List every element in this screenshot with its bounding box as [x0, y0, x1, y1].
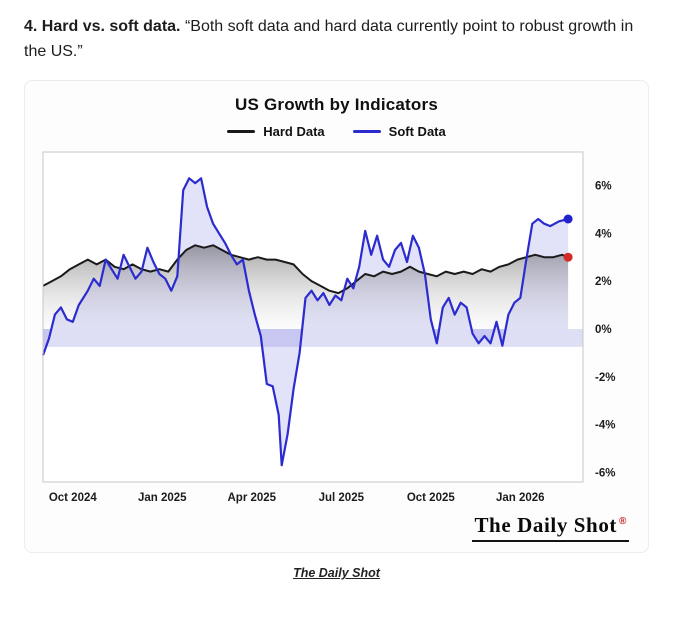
legend-label-hard: Hard Data	[263, 124, 325, 139]
intro-heading: 4. Hard vs. soft data.	[24, 18, 181, 35]
y-tick-label: -2%	[595, 372, 615, 384]
x-tick-label: Apr 2025	[228, 492, 277, 504]
chart-title: US Growth by Indicators	[235, 95, 438, 114]
daily-shot-logo: The Daily Shot ®	[472, 513, 629, 542]
legend-swatch-hard	[227, 130, 256, 133]
legend-label-soft: Soft Data	[388, 124, 446, 139]
y-tick-label: 0%	[595, 324, 612, 336]
chart-legend: Hard Data Soft Data	[42, 124, 631, 139]
x-tick-label: Oct 2025	[407, 492, 456, 504]
zero-band	[43, 329, 583, 347]
x-tick-label: Oct 2024	[49, 492, 98, 504]
hard-data-line	[42, 244, 569, 295]
y-tick-label: 4%	[595, 228, 612, 240]
legend-item-soft-data: Soft Data	[352, 124, 446, 139]
hard-end-dot	[563, 252, 573, 262]
intro-quote: “Both soft data and hard data currently …	[24, 18, 634, 60]
soft-end-dot	[563, 214, 573, 224]
plot-border	[42, 151, 584, 483]
footer: The Daily Shot	[0, 566, 673, 580]
y-tick-label: 6%	[595, 181, 612, 193]
soft-data-line	[42, 177, 569, 467]
intro-paragraph: 4. Hard vs. soft data. “Both soft data a…	[24, 14, 649, 64]
logo-row: The Daily Shot ®	[42, 513, 631, 542]
logo-text: The Daily Shot	[474, 513, 618, 537]
x-tick-label: Jan 2025	[138, 492, 187, 504]
y-tick-label: -6%	[595, 467, 615, 479]
daily-shot-link[interactable]: The Daily Shot	[293, 566, 380, 580]
x-tick-label: Jan 2026	[496, 492, 545, 504]
y-tick-label: -4%	[595, 420, 615, 432]
x-tick-label: Jul 2025	[319, 492, 365, 504]
legend-item-hard-data: Hard Data	[227, 124, 325, 139]
growth-chart-plot: 6% 4% 2% 0% -2% -4% -6% Oct 2024 Jan 2025 Apr 202…	[42, 151, 615, 504]
hard-data-area	[43, 245, 569, 329]
chart-card: US Growth by Indicators Hard Data Soft D…	[24, 80, 649, 553]
registered-mark-icon: ®	[619, 516, 627, 527]
plot-area: 6% 4% 2% 0% -2% -4% -6% Oct 2024 Jan 2025 Apr 202…	[42, 151, 631, 505]
legend-swatch-soft	[352, 130, 381, 133]
y-tick-label: 2%	[595, 276, 612, 288]
